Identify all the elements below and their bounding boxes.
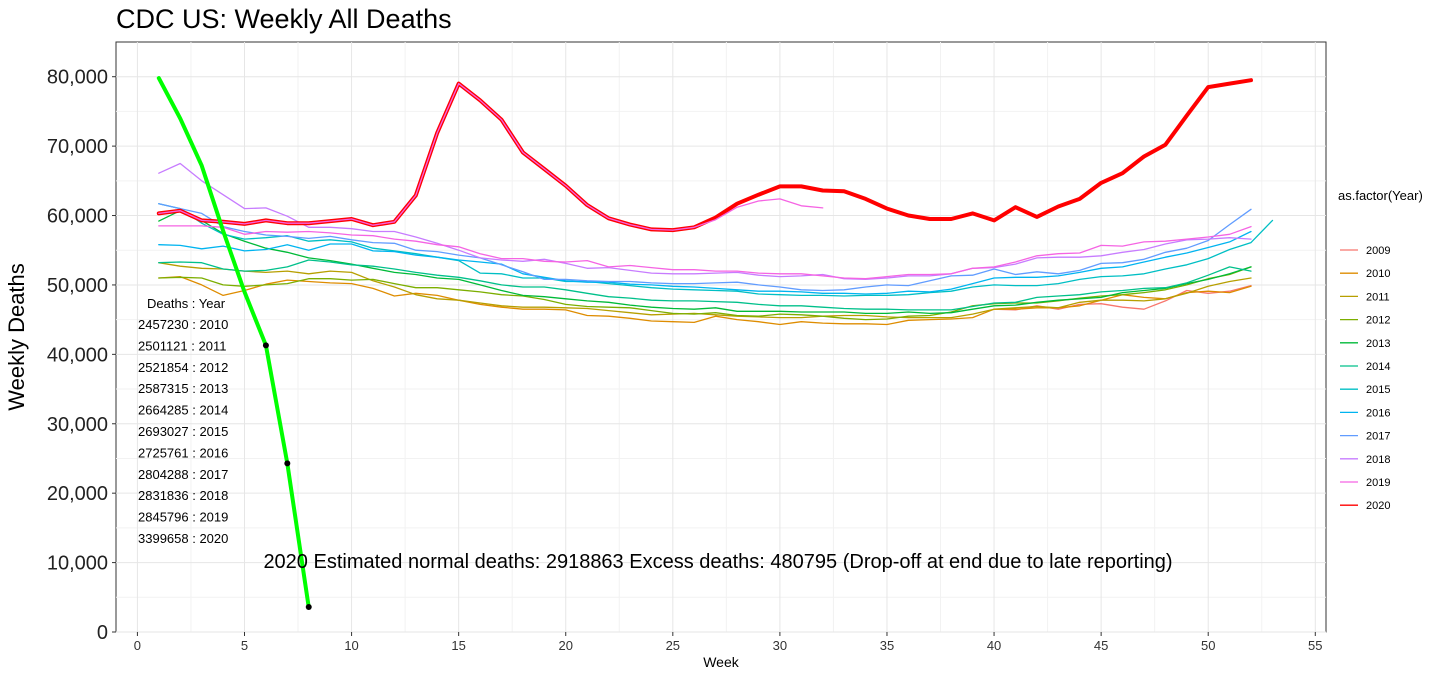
series-line-2018 <box>158 162 1252 281</box>
series-line-2009 <box>993 284 1252 311</box>
table-row: 2831836 : 2018 <box>138 488 228 503</box>
x-tick-label: 40 <box>987 638 1001 653</box>
y-tick-label: 50,000 <box>47 275 108 297</box>
legend-label-2009: 2009 <box>1366 245 1390 257</box>
series-line-2020-in-progress <box>158 82 824 231</box>
series-line-2019 <box>158 225 1252 280</box>
x-tick-label: 50 <box>1201 638 1215 653</box>
table-row: 2501121 : 2011 <box>138 338 226 353</box>
table-row: 2845796 : 2019 <box>138 510 228 525</box>
x-tick-label: 25 <box>666 638 680 653</box>
series-line-2011 <box>158 262 1252 319</box>
plot-panel <box>115 41 1327 633</box>
x-tick-label: 30 <box>773 638 787 653</box>
deaths-year-table: Deaths : Year 2457230 : 2010 2501121 : 20… <box>138 296 228 546</box>
x-tick-label: 10 <box>344 638 358 653</box>
table-row: 2725761 : 2016 <box>138 445 228 460</box>
table-row: 2457230 : 2010 <box>138 317 228 332</box>
legend-label-2011: 2011 <box>1366 291 1390 303</box>
y-tick-label: 70,000 <box>47 136 108 158</box>
x-axis-title: Week <box>703 654 740 670</box>
legend-title: as.factor(Year) <box>1338 188 1423 203</box>
legend-label-2019: 2019 <box>1366 477 1390 489</box>
series-line-2015 <box>158 203 1274 297</box>
x-tick-label: 35 <box>880 638 894 653</box>
series-layer <box>156 78 1274 326</box>
y-tick-label: 10,000 <box>47 553 108 575</box>
x-tick-label: 5 <box>241 638 248 653</box>
series-line-2010 <box>158 275 1252 326</box>
legend-label-2020: 2020 <box>1366 500 1390 512</box>
y-tick-label: 20,000 <box>47 483 108 505</box>
table-row: 2587315 : 2013 <box>138 381 228 396</box>
y-tick-label: 40,000 <box>47 344 108 366</box>
dropoff-point <box>305 604 312 611</box>
legend-label-2014: 2014 <box>1366 361 1390 373</box>
x-tick-label: 20 <box>559 638 573 653</box>
series-line-2017 <box>158 203 1252 292</box>
table-row: 2693027 : 2015 <box>138 424 228 439</box>
dropoff-line <box>156 76 311 609</box>
table-row: 3399658 : 2020 <box>138 531 228 546</box>
x-tick-label: 55 <box>1308 638 1322 653</box>
legend-label-2012: 2012 <box>1366 315 1390 327</box>
dropoff-layer <box>156 76 312 611</box>
y-tick-label: 80,000 <box>47 67 108 89</box>
legend-label-2013: 2013 <box>1366 338 1390 350</box>
x-tick-label: 45 <box>1094 638 1108 653</box>
table-row: 2521854 : 2012 <box>138 360 228 375</box>
series-line-2013 <box>158 210 1252 315</box>
dropoff-point <box>262 342 269 349</box>
x-tick-label: 0 <box>134 638 141 653</box>
x-tick-label: 15 <box>451 638 465 653</box>
table-row: 2804288 : 2017 <box>138 467 228 482</box>
series-line-2016 <box>158 230 1252 295</box>
table-row: 2664285 : 2014 <box>138 403 228 418</box>
gridlines <box>116 42 1326 633</box>
legend-label-2015: 2015 <box>1366 384 1390 396</box>
chart-title: CDC US: Weekly All Deaths <box>116 4 452 34</box>
legend-label-2016: 2016 <box>1366 407 1390 419</box>
table-header: Deaths : Year <box>147 296 226 311</box>
excess-deaths-summary: 2020 Estimated normal deaths: 2918863 Ex… <box>263 551 1172 573</box>
legend: as.factor(Year) 2009 2010 2011 2012 2013 2014… <box>1338 188 1423 512</box>
dropoff-point <box>284 460 291 467</box>
y-axis-title: Weekly Deaths <box>4 263 29 411</box>
legend-label-2017: 2017 <box>1366 431 1390 443</box>
y-tick-label: 30,000 <box>47 414 108 436</box>
y-tick-label: 60,000 <box>47 206 108 228</box>
y-axis: 0 10,000 20,000 30,000 40,000 50,000 60,000 70,… <box>47 67 116 644</box>
legend-label-2010: 2010 <box>1366 268 1390 280</box>
legend-label-2018: 2018 <box>1366 454 1390 466</box>
series-line-2014 <box>158 259 1252 311</box>
y-tick-label: 0 <box>97 622 108 644</box>
x-axis: 0 5 10 15 20 25 30 35 40 45 50 55 <box>134 632 1323 653</box>
